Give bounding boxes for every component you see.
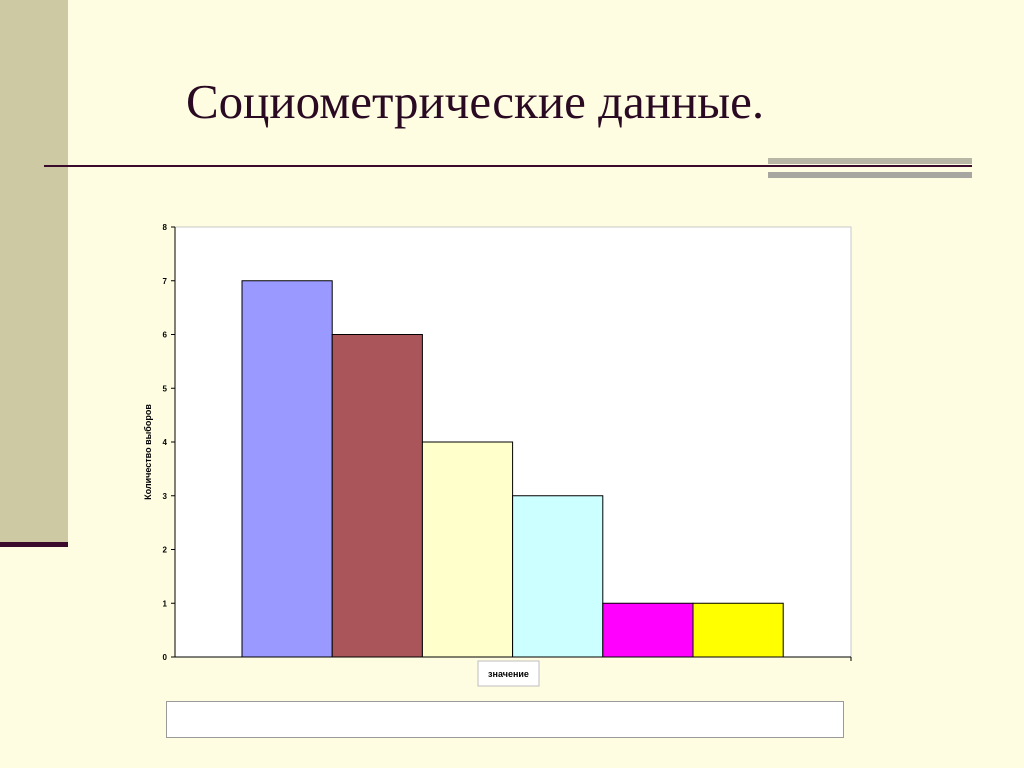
bar-3 (421, 441, 514, 658)
y-tick-label-6: 6 (163, 331, 168, 340)
x-axis-label: значение (488, 669, 529, 679)
bar-2 (331, 334, 423, 658)
bar-1 (241, 280, 333, 658)
side-decor-bar (0, 0, 68, 545)
title-rule-accent (768, 158, 972, 178)
y-tick-label-7: 7 (163, 277, 168, 286)
bar-4 (512, 495, 604, 658)
bar-6 (692, 602, 784, 658)
y-tick-label-1: 1 (163, 599, 168, 608)
slide-title: Социометрические данные. (186, 74, 765, 129)
y-axis-label: Количество выборов (143, 404, 153, 500)
y-tick-label-4: 4 (163, 438, 168, 447)
side-decor-line (0, 542, 68, 547)
x-axis-label-box (477, 660, 540, 687)
title-rule (44, 165, 972, 167)
chart-legend (166, 701, 844, 738)
y-tick-label-8: 8 (163, 223, 168, 232)
bar-5 (602, 602, 694, 658)
y-tick-label-2: 2 (163, 546, 168, 555)
y-tick-label-0: 0 (163, 653, 168, 662)
y-tick-label-5: 5 (163, 384, 168, 393)
y-tick-label-3: 3 (163, 492, 168, 501)
